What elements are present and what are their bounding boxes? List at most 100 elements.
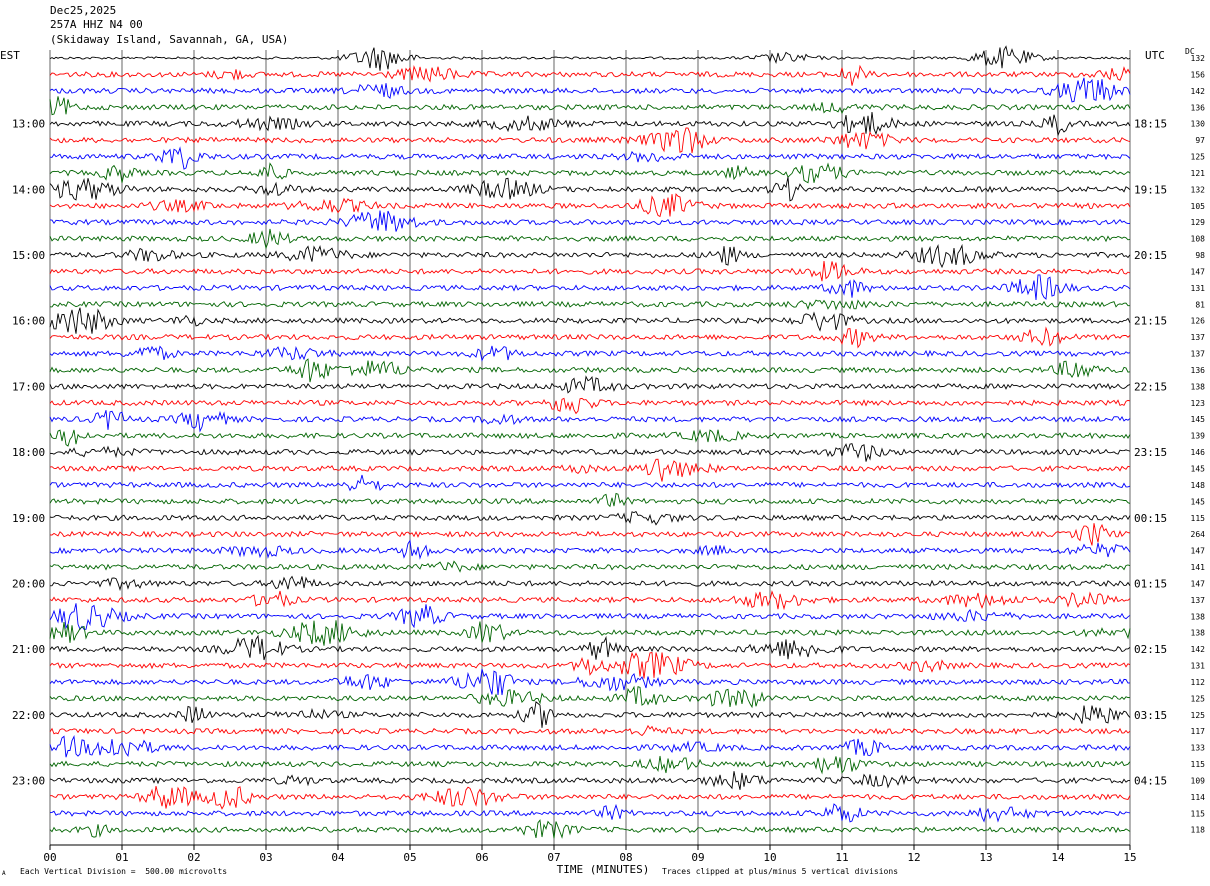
- left-hour-label: 16:00: [12, 315, 45, 328]
- dc-offset-label: 129: [1191, 218, 1206, 227]
- station-location: (Skidaway Island, Savannah, GA, USA): [50, 33, 289, 46]
- dc-offset-label: 137: [1191, 350, 1206, 359]
- trace-row-31: [49, 560, 1131, 573]
- dc-offset-label: 125: [1191, 694, 1206, 703]
- trace-row-32: [49, 575, 1131, 592]
- trace-row-13: [49, 261, 1131, 282]
- trace-row-43: [49, 755, 1131, 775]
- trace-row-6: [49, 146, 1131, 170]
- trace-row-9: [49, 193, 1131, 218]
- dc-offset-label: 115: [1191, 760, 1206, 769]
- trace-row-47: [49, 819, 1131, 839]
- trace-row-19: [49, 358, 1131, 383]
- trace-row-28: [49, 511, 1131, 526]
- dc-offset-label: 141: [1191, 563, 1206, 572]
- dc-offset-label: 137: [1191, 596, 1206, 605]
- dc-offset-label: 123: [1191, 399, 1206, 408]
- trace-row-42: [49, 735, 1131, 758]
- trace-row-20: [49, 375, 1131, 394]
- x-tick-label: 15: [1123, 851, 1136, 864]
- axis-labels: 00 01 02 03 04 05 06 07 08 09 10 11 12 13 14 15 132 156 14…: [12, 54, 1205, 864]
- dc-offset-label: 121: [1191, 169, 1206, 178]
- trace-row-35: [49, 620, 1131, 646]
- dc-offset-label: 138: [1191, 629, 1206, 638]
- dc-offset-label: 145: [1191, 465, 1206, 474]
- corner-mark: A: [2, 870, 6, 877]
- trace-row-45: [49, 785, 1131, 810]
- scale-note: Each Vertical Division = 500.00 microvol…: [20, 867, 228, 876]
- trace-row-1: [49, 64, 1131, 86]
- x-tick-label: 04: [331, 851, 345, 864]
- x-tick-label: 08: [619, 851, 632, 864]
- trace-row-46: [49, 803, 1131, 823]
- dc-offset-label: 147: [1191, 547, 1206, 556]
- dc-offset-label: 109: [1191, 776, 1206, 785]
- dc-offset-label: 136: [1191, 103, 1206, 112]
- trace-row-24: [49, 443, 1131, 462]
- dc-offset-label: 130: [1191, 120, 1206, 129]
- left-hour-label: 20:00: [12, 577, 45, 590]
- x-tick-label: 05: [403, 851, 416, 864]
- left-hour-label: 15:00: [12, 249, 45, 262]
- trace-row-3: [49, 96, 1131, 116]
- x-tick-label: 00: [43, 851, 56, 864]
- dc-offset-label: 108: [1191, 235, 1206, 244]
- x-tick-label: 07: [547, 851, 560, 864]
- right-hour-label: 04:15: [1134, 774, 1167, 787]
- dc-offset-label: 98: [1195, 251, 1205, 260]
- trace-row-16: [49, 307, 1131, 334]
- trace-row-36: [49, 634, 1131, 661]
- dc-offset-label: 148: [1191, 481, 1206, 490]
- dc-offset-label: 142: [1191, 87, 1206, 96]
- x-tick-label: 11: [835, 851, 848, 864]
- clip-note: Traces clipped at plus/minus 5 vertical …: [662, 867, 899, 876]
- dc-offset-label: 125: [1191, 711, 1206, 720]
- trace-row-22: [49, 410, 1131, 433]
- left-hour-label: 13:00: [12, 118, 45, 131]
- trace-row-37: [49, 651, 1131, 679]
- dc-offset-label: 139: [1191, 432, 1206, 441]
- trace-row-10: [49, 210, 1131, 232]
- trace-row-33: [49, 590, 1131, 611]
- right-hour-label: 18:15: [1134, 118, 1167, 131]
- left-hour-label: 22:00: [12, 709, 45, 722]
- x-tick-label: 03: [259, 851, 272, 864]
- x-tick-label: 02: [187, 851, 200, 864]
- right-hour-label: 02:15: [1134, 643, 1167, 656]
- right-hour-label: 21:15: [1134, 315, 1167, 328]
- x-tick-label: 14: [1051, 851, 1065, 864]
- right-hour-label: 19:15: [1134, 183, 1167, 196]
- x-tick-label: 13: [979, 851, 992, 864]
- dc-offset-label: 264: [1191, 530, 1206, 539]
- dc-offset-label: 118: [1191, 826, 1206, 835]
- dc-offset-label: 131: [1191, 662, 1206, 671]
- trace-row-12: [49, 243, 1131, 269]
- trace-row-38: [49, 668, 1131, 696]
- station-code: 257A HHZ N4 00: [50, 18, 143, 31]
- dc-offset-label: 112: [1191, 678, 1206, 687]
- left-timezone-label: EST: [0, 49, 20, 62]
- trace-row-21: [49, 397, 1131, 415]
- trace-row-14: [49, 274, 1131, 301]
- trace-row-18: [49, 345, 1131, 362]
- dc-offset-label: 97: [1195, 136, 1205, 145]
- dc-offset-label: 132: [1191, 54, 1206, 63]
- dc-offset-label: 142: [1191, 645, 1206, 654]
- seismic-traces: [49, 45, 1131, 839]
- trace-row-11: [49, 228, 1131, 250]
- dc-offset-label: 136: [1191, 366, 1206, 375]
- dc-offset-label: 114: [1191, 793, 1206, 802]
- trace-row-25: [49, 458, 1131, 482]
- right-hour-label: 23:15: [1134, 446, 1167, 459]
- trace-row-30: [49, 539, 1131, 560]
- trace-row-26: [49, 474, 1131, 492]
- trace-row-40: [49, 700, 1131, 728]
- trace-row-41: [49, 724, 1131, 737]
- dc-offset-label: 131: [1191, 284, 1206, 293]
- trace-row-2: [49, 77, 1131, 103]
- x-tick-label: 10: [763, 851, 776, 864]
- dc-offset-label: 132: [1191, 185, 1206, 194]
- minute-gridlines: [49, 50, 1131, 850]
- dc-offset-label: 146: [1191, 448, 1206, 457]
